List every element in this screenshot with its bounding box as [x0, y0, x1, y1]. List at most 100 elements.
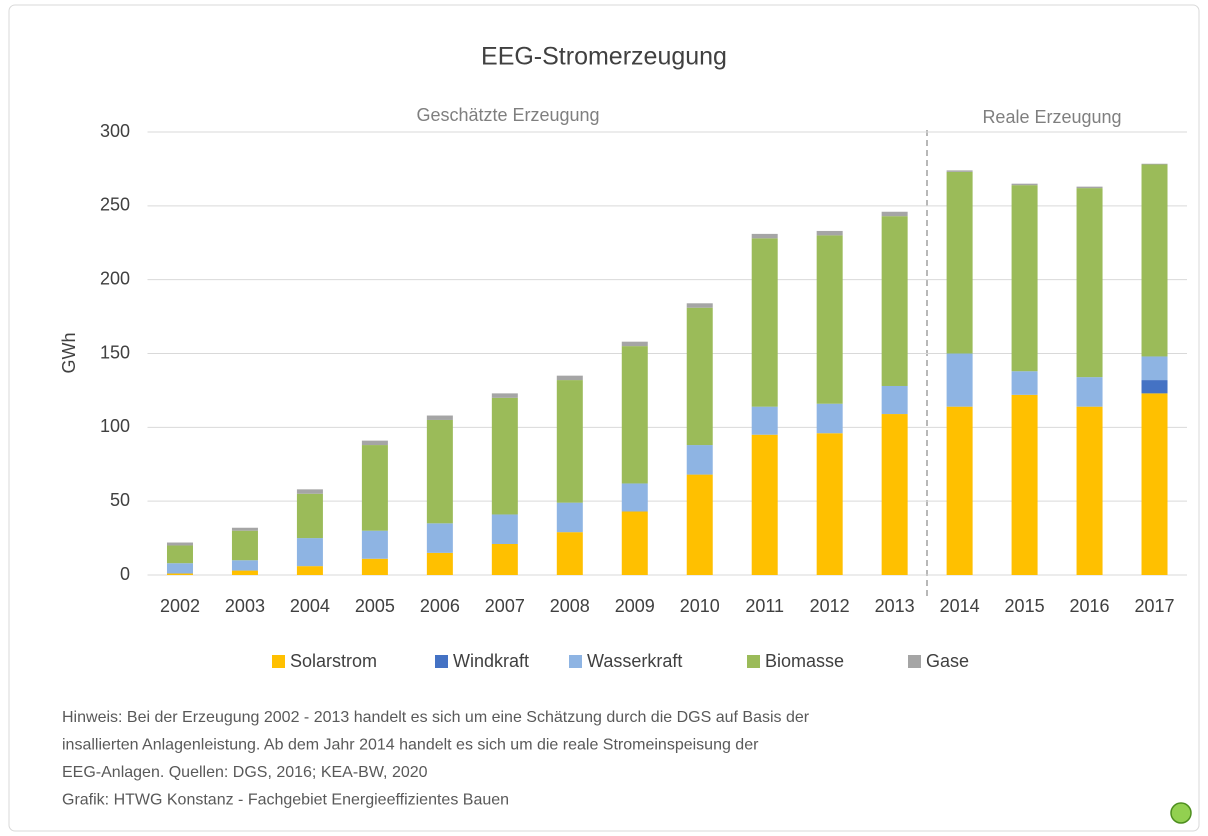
bar-segment [231, 560, 258, 571]
x-tick-label: 2003 [225, 596, 265, 616]
bar-segment [556, 380, 583, 503]
bar-segment [621, 346, 648, 484]
legend-swatch [908, 655, 921, 668]
bar-segment [816, 403, 843, 434]
bar-segment [816, 235, 843, 404]
y-tick-label: 0 [120, 564, 130, 584]
bar-segment [946, 406, 973, 575]
bar-segment [816, 230, 843, 236]
legend-swatch [435, 655, 448, 668]
bar-segment [881, 385, 908, 415]
bar-segment [686, 474, 713, 575]
bar-segment [556, 532, 583, 575]
y-tick-label: 200 [100, 268, 130, 288]
annotation: Reale Erzeugung [982, 107, 1121, 127]
bar-segment [166, 563, 193, 574]
bar-segment [816, 433, 843, 575]
legend-swatch [569, 655, 582, 668]
legend-swatch [272, 655, 285, 668]
x-tick-label: 2015 [1005, 596, 1045, 616]
annotation: Geschätzte Erzeugung [416, 105, 599, 125]
chart-title: EEG-Stromerzeugung [481, 43, 727, 71]
bar-segment [491, 397, 518, 515]
bar-segment [231, 530, 258, 561]
bar-segment [1141, 163, 1168, 165]
bar-segment [556, 375, 583, 381]
y-tick-label: 100 [100, 416, 130, 436]
x-tick-label: 2002 [160, 596, 200, 616]
bar-segment [361, 530, 388, 559]
bar-segment [361, 445, 388, 531]
bar-segment [296, 566, 323, 575]
bar-segment [231, 527, 258, 531]
y-tick-label: 250 [100, 195, 130, 215]
bar-segment [751, 406, 778, 435]
bar-segment [426, 523, 453, 553]
bar-segment [166, 542, 193, 546]
bar-segment [361, 440, 388, 446]
bar-segment [491, 393, 518, 398]
bar-segment [1011, 185, 1038, 372]
bar-segment [881, 216, 908, 386]
x-tick-label: 2014 [940, 596, 980, 616]
bar-segment [1076, 377, 1103, 407]
y-tick-label: 150 [100, 342, 130, 362]
bar-segment [166, 545, 193, 564]
bar-segment [881, 414, 908, 575]
x-tick-label: 2012 [810, 596, 850, 616]
bar-segment [1141, 393, 1168, 575]
status-dot [1170, 802, 1192, 824]
y-tick-label: 300 [100, 121, 130, 141]
x-tick-label: 2011 [745, 596, 784, 616]
legend-label: Windkraft [453, 651, 529, 671]
bar-segment [231, 570, 258, 575]
note: insallierten Anlagenleistung. Ab dem Jah… [62, 737, 759, 754]
bar-segment [621, 511, 648, 575]
legend-label: Wasserkraft [587, 651, 682, 671]
bar-segment [296, 489, 323, 494]
bar-segment [1141, 164, 1168, 357]
bar-segment [1076, 406, 1103, 575]
x-tick-label: 2004 [290, 596, 330, 616]
bar-segment [426, 419, 453, 524]
bar-segment [296, 493, 323, 539]
x-tick-label: 2005 [355, 596, 395, 616]
bar-segment [1076, 188, 1103, 378]
legend-label: Biomasse [765, 651, 844, 671]
x-tick-label: 2008 [550, 596, 590, 616]
bar-segment [1011, 183, 1038, 186]
x-tick-label: 2016 [1070, 596, 1110, 616]
note: EEG-Anlagen. Quellen: DGS, 2016; KEA-BW,… [62, 764, 428, 781]
bar-segment [621, 483, 648, 512]
bar-segment [296, 538, 323, 567]
x-tick-label: 2009 [615, 596, 655, 616]
bar-segment [751, 233, 778, 239]
bar-segment [946, 353, 973, 407]
bar-segment [426, 415, 453, 420]
bar-segment [491, 543, 518, 575]
y-axis-label: GWh [59, 332, 79, 373]
bar-segment [621, 341, 648, 347]
y-tick-label: 50 [110, 490, 130, 510]
bar-segment [751, 434, 778, 575]
x-tick-label: 2013 [875, 596, 915, 616]
bar-segment [1011, 394, 1038, 575]
bar-segment [946, 171, 973, 354]
x-tick-label: 2007 [485, 596, 525, 616]
x-tick-label: 2006 [420, 596, 460, 616]
bar-segment [1076, 186, 1103, 189]
legend-label: Solarstrom [290, 651, 377, 671]
note: Grafik: HTWG Konstanz - Fachgebiet Energ… [62, 792, 509, 809]
bar-segment [946, 170, 973, 172]
bar-segment [426, 552, 453, 575]
legend-label: Gase [926, 651, 969, 671]
bar-segment [556, 502, 583, 533]
bar-segment [361, 558, 388, 575]
bar-segment [686, 303, 713, 308]
bar-segment [1141, 356, 1168, 381]
bar-segment [686, 445, 713, 475]
bar-segment [751, 238, 778, 407]
legend-swatch [747, 655, 760, 668]
note: Hinweis: Bei der Erzeugung 2002 - 2013 h… [62, 709, 810, 726]
